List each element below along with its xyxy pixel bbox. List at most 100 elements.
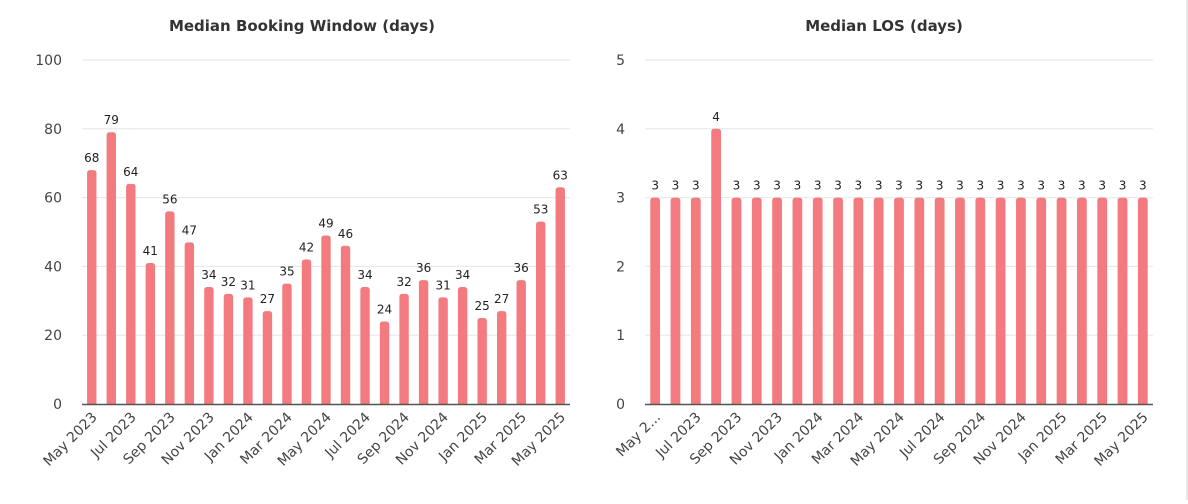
data-label: 46: [338, 227, 353, 241]
x-tick-label: May 2023: [40, 410, 100, 470]
data-label: 63: [553, 168, 568, 182]
data-label: 25: [475, 299, 490, 313]
bar: [853, 197, 864, 404]
bar: [812, 197, 823, 404]
bar: [496, 311, 507, 404]
chart-title: Median Booking Window (days): [169, 17, 435, 35]
data-label: 64: [123, 165, 138, 179]
y-tick-label: 20: [44, 328, 62, 344]
data-label: 34: [201, 268, 216, 282]
y-tick-label: 4: [616, 122, 625, 138]
chart-title: Median LOS (days): [805, 17, 963, 35]
data-label: 3: [733, 179, 741, 193]
bar: [1117, 197, 1128, 404]
bar: [262, 311, 273, 404]
data-label: 27: [260, 292, 275, 306]
bar: [1056, 197, 1067, 404]
bar: [833, 197, 843, 404]
data-label: 24: [377, 302, 392, 316]
bar: [670, 197, 681, 404]
bar: [955, 197, 965, 404]
bar: [477, 318, 487, 404]
bar: [995, 197, 1006, 404]
data-label: 42: [299, 241, 314, 255]
bar: [340, 245, 351, 404]
bar: [418, 280, 429, 404]
y-tick-label: 5: [616, 53, 625, 69]
y-tick-label: 0: [616, 397, 625, 413]
data-label: 36: [514, 261, 529, 275]
bar: [536, 221, 546, 404]
bar: [360, 287, 370, 404]
data-label: 3: [753, 179, 761, 193]
data-label: 3: [915, 179, 923, 193]
y-tick-label: 40: [44, 259, 62, 275]
bar: [711, 128, 721, 405]
data-label: 47: [182, 223, 197, 237]
data-label: 3: [956, 179, 964, 193]
data-label: 4: [712, 110, 720, 124]
data-label: 49: [318, 216, 333, 230]
page-edge-divider: [1186, 0, 1188, 500]
bar: [1016, 197, 1026, 404]
data-label: 3: [875, 179, 883, 193]
data-label: 3: [936, 179, 944, 193]
bar: [690, 197, 701, 404]
bar: [975, 197, 986, 404]
y-tick-label: 60: [44, 191, 62, 207]
data-label: 41: [143, 244, 158, 258]
bar: [772, 197, 782, 404]
data-label: 36: [416, 261, 431, 275]
bar: [379, 321, 390, 404]
data-label: 34: [455, 268, 470, 282]
data-label: 53: [533, 203, 548, 217]
data-label: 27: [494, 292, 509, 306]
bar: [204, 287, 214, 404]
data-label: 3: [895, 179, 903, 193]
bar: [1077, 197, 1087, 404]
bar: [914, 197, 925, 404]
bar: [301, 259, 312, 404]
y-tick-label: 3: [616, 191, 625, 207]
data-label: 3: [1037, 179, 1045, 193]
data-label: 3: [651, 179, 659, 193]
data-label: 3: [834, 179, 842, 193]
bar: [438, 297, 448, 404]
data-label: 3: [1078, 179, 1086, 193]
data-label: 3: [997, 179, 1005, 193]
data-label: 3: [794, 179, 802, 193]
bar: [555, 187, 565, 404]
bar: [792, 197, 803, 404]
data-label: 3: [773, 179, 781, 193]
data-label: 35: [279, 265, 294, 279]
bar: [894, 197, 904, 404]
data-label: 3: [672, 179, 680, 193]
bar: [731, 197, 742, 404]
data-label: 3: [1098, 179, 1106, 193]
data-label: 34: [357, 268, 372, 282]
y-tick-label: 80: [44, 122, 62, 138]
bar: [934, 197, 945, 404]
data-label: 3: [692, 179, 700, 193]
booking-window-chart: Median Booking Window (days) 0 20 40 60 80 100…: [35, 17, 570, 470]
y-tick-label: 1: [616, 328, 625, 344]
data-label: 3: [1058, 179, 1066, 193]
bar: [145, 262, 156, 404]
data-label: 32: [221, 275, 236, 289]
bar: [87, 170, 97, 404]
data-label: 31: [435, 278, 450, 292]
data-label: 79: [104, 113, 119, 127]
bar: [282, 283, 292, 404]
data-label: 3: [1139, 179, 1147, 193]
bar: [1036, 197, 1047, 404]
bar: [457, 287, 468, 404]
data-label: 68: [84, 151, 99, 165]
bar: [223, 293, 234, 404]
bar: [165, 211, 175, 404]
bar: [106, 132, 116, 405]
data-label: 3: [855, 179, 863, 193]
bar: [126, 183, 136, 404]
